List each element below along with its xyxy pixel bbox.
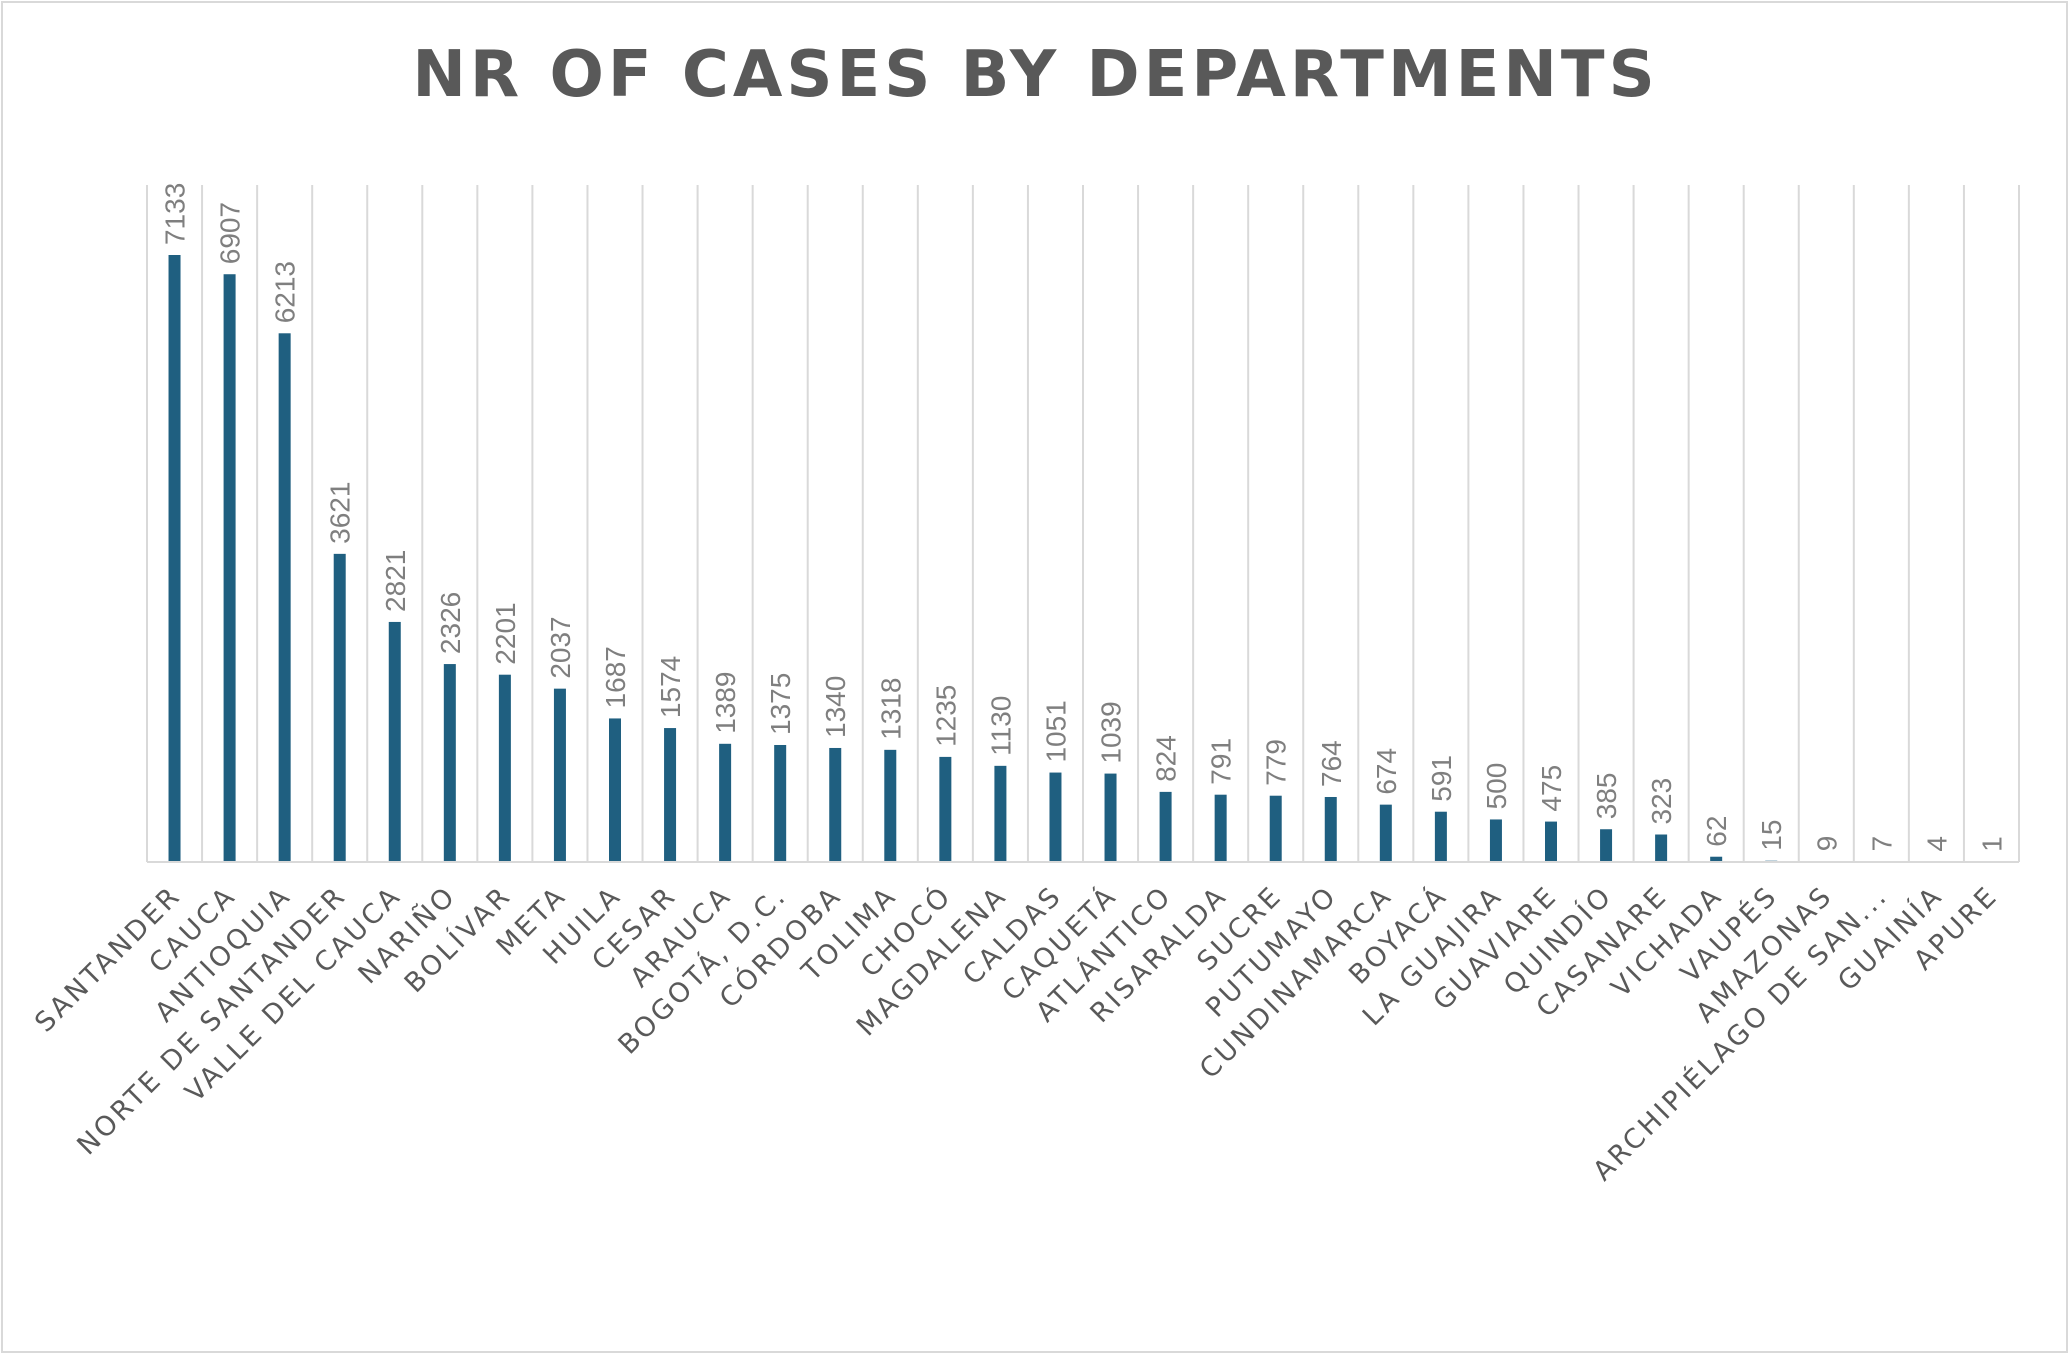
data-label: 1574 [655, 656, 686, 718]
data-label: 4 [1921, 836, 1952, 852]
bar [774, 744, 787, 862]
data-label: 323 [1646, 778, 1677, 825]
bar [1049, 772, 1062, 862]
bar [1710, 856, 1723, 862]
bar [223, 274, 236, 863]
bar [829, 747, 842, 862]
data-label: 1235 [930, 685, 961, 747]
bar [609, 718, 621, 862]
data-label: 62 [1701, 816, 1732, 847]
bar [388, 621, 401, 862]
bar [1434, 811, 1447, 862]
bar [939, 756, 952, 862]
data-label: 2201 [490, 602, 521, 664]
bar [1159, 791, 1172, 862]
data-label: 7133 [160, 183, 191, 245]
bar [278, 333, 291, 862]
bar [168, 255, 181, 862]
chart-title: NR OF CASES BY DEPARTMENTS [412, 38, 1659, 112]
bar [1655, 834, 1668, 862]
data-label: 591 [1426, 755, 1457, 802]
bar [498, 674, 511, 862]
bar [719, 743, 732, 862]
bar [443, 664, 456, 862]
bar [1269, 795, 1282, 862]
data-label: 475 [1536, 765, 1567, 812]
data-label: 1318 [875, 678, 906, 740]
bar [1104, 773, 1117, 862]
bar [1214, 794, 1227, 862]
data-label: 1375 [765, 673, 796, 735]
data-label: 7 [1866, 836, 1897, 852]
data-label: 385 [1591, 773, 1622, 820]
bars [168, 255, 1998, 863]
bar [1379, 804, 1392, 862]
bar [553, 688, 566, 862]
data-label: 779 [1261, 739, 1292, 786]
data-label: 6907 [215, 202, 246, 264]
bar [1324, 796, 1337, 862]
data-label: 1687 [600, 646, 631, 708]
data-label: 2821 [380, 550, 411, 612]
data-label: 791 [1206, 738, 1237, 785]
data-label: 1 [1976, 836, 2007, 852]
bar [884, 749, 897, 862]
data-label: 1039 [1096, 701, 1127, 763]
data-label: 6213 [270, 261, 301, 323]
data-label: 3621 [325, 482, 356, 544]
bar [333, 553, 346, 862]
data-label: 1130 [985, 696, 1016, 756]
data-label: 1340 [820, 676, 851, 738]
data-label: 764 [1316, 740, 1347, 787]
data-label: 2326 [435, 592, 466, 654]
data-label: 824 [1151, 735, 1182, 782]
data-label: 15 [1756, 820, 1787, 851]
bar [1600, 829, 1613, 862]
data-label: 674 [1371, 748, 1402, 795]
data-label: 9 [1811, 836, 1842, 852]
bar [1489, 819, 1502, 862]
data-label: 500 [1481, 763, 1512, 810]
bar [994, 765, 1007, 862]
bar [1545, 821, 1557, 862]
data-label: 1389 [710, 672, 741, 734]
data-label: 1051 [1040, 700, 1071, 762]
gridlines [146, 185, 2020, 862]
data-label: 2037 [545, 616, 576, 678]
bar [664, 728, 677, 862]
